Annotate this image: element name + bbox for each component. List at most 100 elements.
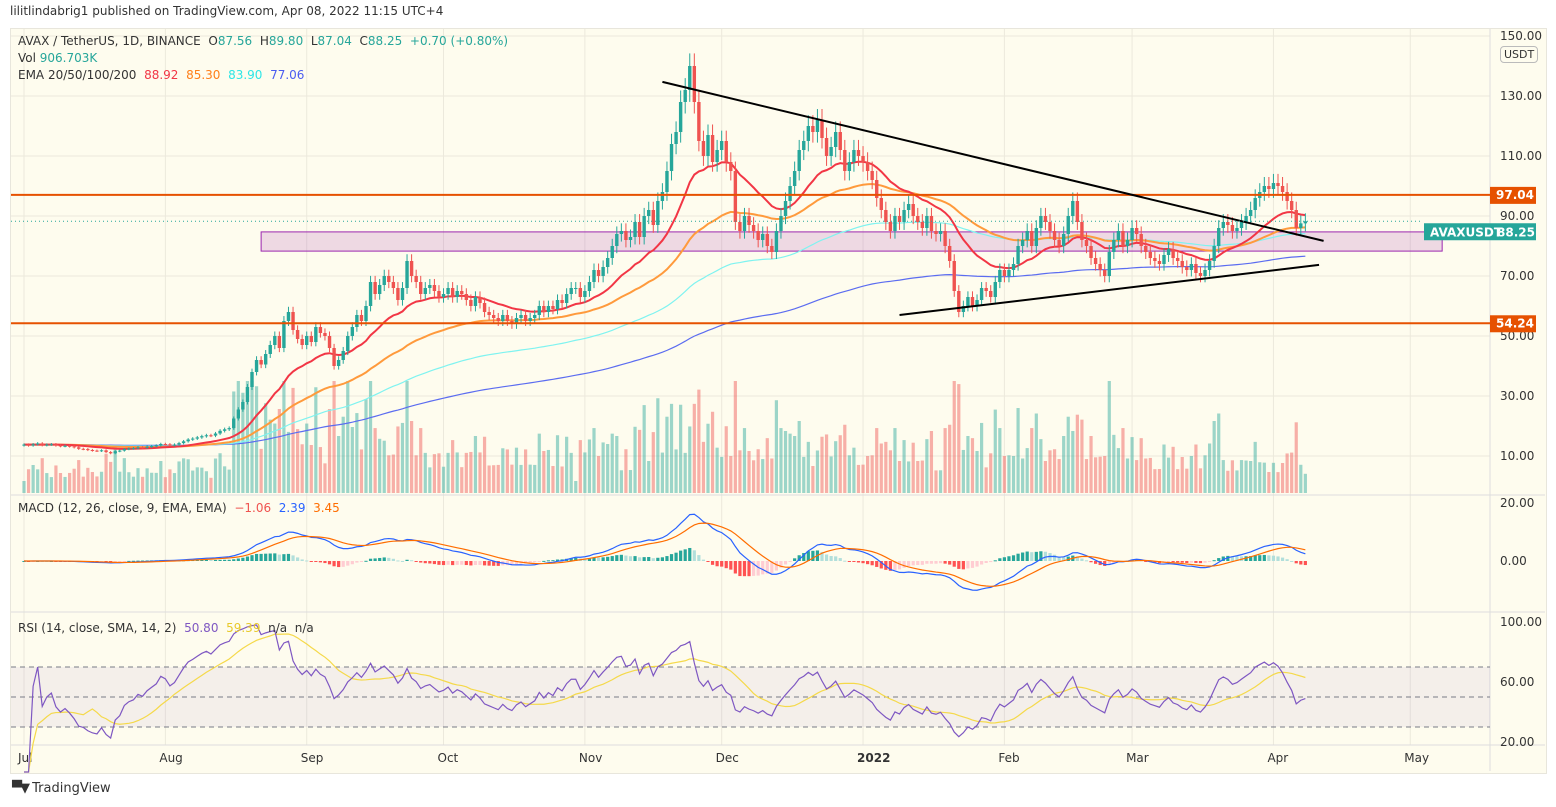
candle-body: [523, 315, 528, 321]
macd-histogram-bar: [875, 561, 879, 567]
volume-bar: [469, 451, 473, 493]
volume-bar: [669, 403, 674, 493]
candle-body: [624, 231, 628, 240]
candle-body: [1221, 222, 1225, 228]
candle-body: [1194, 264, 1198, 273]
macd-histogram-bar: [355, 561, 359, 563]
volume-bar: [975, 451, 979, 493]
volume-bar: [578, 440, 582, 493]
volume-bar: [1212, 421, 1216, 493]
volume-bar: [866, 456, 870, 493]
candle-body: [441, 294, 446, 297]
candle-body: [318, 327, 323, 333]
macd-histogram-bar: [783, 561, 788, 565]
candle-body: [637, 222, 642, 237]
macd-histogram-bar: [131, 560, 136, 562]
macd-histogram-bar: [761, 561, 765, 575]
macd-histogram-bar: [856, 561, 861, 563]
candle-body: [232, 418, 236, 429]
volume-bar: [273, 423, 277, 493]
candle-body: [122, 449, 127, 451]
candle-body: [263, 354, 268, 365]
macd-histogram-bar: [1290, 560, 1294, 562]
candle-body: [437, 291, 441, 297]
macd-histogram-bar: [1212, 560, 1216, 562]
candle-body: [1217, 228, 1221, 246]
macd-histogram-bar: [1303, 561, 1307, 566]
macd-histogram-bar: [510, 561, 514, 566]
volume-bar: [601, 442, 605, 493]
macd-histogram-bar: [984, 561, 988, 564]
macd-histogram-bar: [1034, 551, 1038, 561]
volume-bar: [168, 469, 172, 493]
macd-histogram-bar: [259, 553, 263, 561]
ema-legend: EMA 20/50/100/200 88.92 85.30 83.90 77.0…: [18, 68, 304, 82]
volume-bar: [396, 426, 400, 493]
volume-bar: [724, 426, 728, 493]
macd-histogram-bar: [925, 561, 929, 564]
volume-bar: [177, 461, 181, 493]
volume-bar: [1080, 419, 1084, 493]
candle-body: [113, 451, 117, 454]
candle-body: [1253, 198, 1257, 210]
rsi-line: [24, 624, 1306, 773]
volume-bar: [1089, 436, 1093, 493]
macd-histogram-bar: [296, 557, 300, 561]
volume-bar: [1125, 458, 1130, 493]
currency-button[interactable]: USDT: [1500, 46, 1539, 63]
trendline: [662, 80, 1324, 242]
macd-histogram-bar: [1262, 554, 1266, 561]
price-tick-label: 50.00: [1500, 329, 1534, 343]
volume-bar: [688, 426, 692, 493]
macd-histogram-bar: [961, 561, 965, 570]
candle-body: [409, 261, 414, 276]
ema20-value: 88.92: [144, 68, 179, 82]
rsi-tick-label: 60.00: [1500, 675, 1534, 689]
candle-body: [26, 444, 31, 446]
volume-bar: [1052, 449, 1057, 493]
level-price-label: 54.24: [1496, 316, 1534, 330]
macd-histogram-bar: [127, 560, 131, 562]
candle-body: [1007, 270, 1011, 276]
rsi-sma-line: [24, 633, 1306, 773]
candle-body: [286, 312, 291, 321]
candle-body: [396, 288, 400, 300]
candle-body: [368, 282, 373, 306]
volume-bar: [943, 428, 947, 493]
macd-histogram-bar: [733, 561, 737, 574]
macd-histogram-bar: [200, 559, 204, 561]
ema20-line: [23, 160, 1306, 450]
macd-histogram-bar: [323, 561, 327, 564]
volume-bar: [1249, 461, 1253, 493]
macd-histogram-bar: [368, 558, 373, 561]
candle-body: [610, 246, 614, 258]
tradingview-logo[interactable]: ▀▼ TradingView: [12, 781, 111, 796]
macd-histogram-bar: [1048, 553, 1052, 561]
candle-body: [1089, 246, 1093, 258]
candle-body: [925, 216, 929, 228]
candle-body: [1052, 231, 1057, 240]
candle-body: [58, 445, 63, 447]
chart-frame[interactable]: [10, 28, 1547, 774]
candle-body: [628, 237, 633, 240]
volume-bar: [537, 433, 541, 493]
volume-bar: [952, 381, 956, 493]
candle-body: [765, 234, 769, 246]
volume-bar: [957, 384, 961, 493]
macd-histogram-bar: [1285, 559, 1289, 561]
volume-bar: [31, 465, 35, 493]
candle-body: [67, 445, 72, 447]
macd-histogram-bar: [300, 559, 304, 561]
candle-body: [674, 132, 678, 144]
candle-body: [833, 132, 838, 147]
candle-body: [1011, 264, 1016, 270]
candle-body: [1107, 252, 1111, 276]
volume-bar: [1162, 444, 1166, 493]
volume-bar: [606, 444, 610, 493]
candle-body: [81, 448, 85, 450]
macd-histogram-bar: [701, 559, 706, 561]
macd-signal-value: 3.45: [313, 501, 340, 515]
volume-bar: [72, 468, 76, 493]
macd-histogram-bar: [596, 557, 601, 561]
